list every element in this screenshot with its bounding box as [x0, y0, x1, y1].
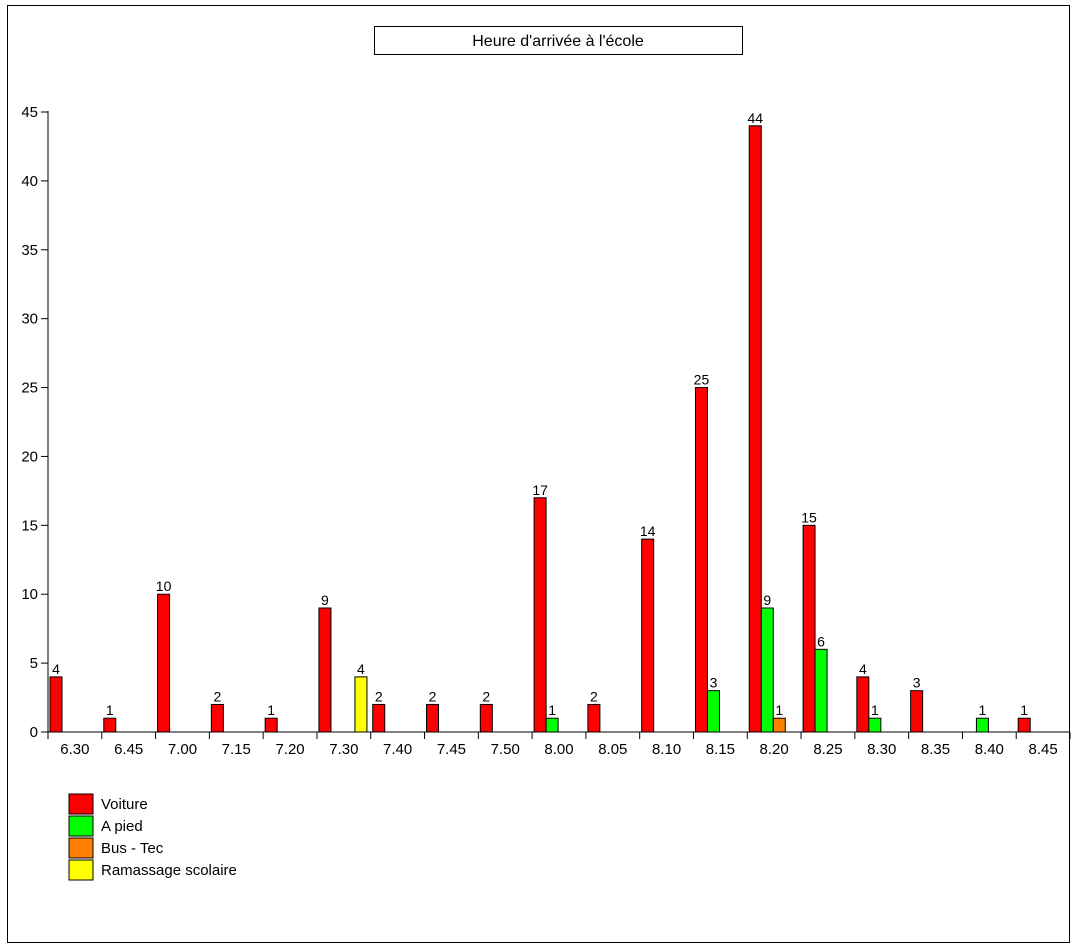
chart-title: Heure d'arrivée à l'école — [472, 33, 644, 50]
x-tick-label: 8.40 — [975, 741, 1004, 758]
data-label: 4 — [52, 661, 60, 677]
x-tick-label: 7.45 — [437, 741, 466, 758]
data-label: 1 — [106, 702, 114, 718]
x-tick-label: 8.05 — [598, 741, 627, 758]
x-tick-label: 8.45 — [1029, 741, 1058, 758]
bar-voiture-7-50 — [479, 703, 493, 733]
legend-label: Ramassage scolaire — [101, 862, 237, 879]
bar-a-pied-8-15 — [706, 690, 720, 733]
bar-a-pied-8-20 — [760, 607, 774, 733]
y-tick-label: 0 — [30, 724, 38, 741]
bar-voiture-6-30 — [49, 676, 63, 733]
legend-label: Voiture — [101, 796, 148, 813]
data-label: 1 — [979, 702, 987, 718]
data-label: 1 — [548, 702, 556, 718]
data-label: 2 — [375, 688, 383, 704]
data-label: 4 — [357, 661, 365, 677]
bar-voiture-7-20 — [264, 717, 278, 733]
y-tick-label: 45 — [21, 104, 38, 121]
legend: Voiture A pied Bus - Tec Ramassage scolaire — [68, 793, 237, 881]
x-tick-label: 7.30 — [329, 741, 358, 758]
bar-voiture-8-30 — [856, 676, 870, 733]
bar-bus-tec-8-20 — [772, 717, 786, 733]
x-tick-label: 8.15 — [706, 741, 735, 758]
bar-voiture-7-15 — [210, 703, 224, 733]
bar-voiture-7-00 — [157, 593, 171, 733]
title-box — [374, 26, 743, 55]
x-tick-label: 6.45 — [114, 741, 143, 758]
bar-voiture-8-20 — [748, 125, 762, 733]
y-axis: 0 5 10 15 20 25 30 35 40 45 — [21, 104, 49, 741]
x-tick-label: 6.30 — [60, 741, 89, 758]
legend-swatch — [68, 837, 94, 859]
y-tick-label: 10 — [21, 586, 38, 603]
data-label: 9 — [763, 592, 771, 608]
data-label: 2 — [213, 688, 221, 704]
x-tick-label: 8.35 — [921, 741, 950, 758]
data-label: 9 — [321, 592, 329, 608]
bar-a-pied-8-40 — [975, 717, 989, 733]
data-label: 25 — [694, 372, 710, 388]
legend-swatch — [68, 859, 94, 881]
data-label: 44 — [747, 110, 763, 126]
y-tick-label: 40 — [21, 173, 38, 190]
x-tick-label: 8.30 — [867, 741, 896, 758]
legend-label: A pied — [101, 818, 143, 835]
y-tick-label: 15 — [21, 517, 38, 534]
data-label: 14 — [640, 523, 656, 539]
x-tick-label: 7.50 — [491, 741, 520, 758]
x-tick-label: 8.10 — [652, 741, 681, 758]
bar-voiture-8-25 — [802, 524, 816, 733]
x-tick-label: 8.25 — [813, 741, 842, 758]
data-label: 2 — [590, 688, 598, 704]
x-tick-label: 8.00 — [544, 741, 573, 758]
data-label: 1 — [775, 702, 783, 718]
bar-voiture-8-35 — [910, 690, 924, 733]
data-label: 4 — [859, 661, 867, 677]
bar-voiture-8-00 — [533, 497, 547, 733]
bar-ramassage-scolaire-7-30 — [354, 676, 368, 733]
y-tick-label: 25 — [21, 380, 38, 397]
x-tick-label: 7.00 — [168, 741, 197, 758]
x-tick-label: 7.15 — [222, 741, 251, 758]
bar-voiture-7-30 — [318, 607, 332, 733]
bar-voiture-6-45 — [103, 717, 117, 733]
y-tick-label: 5 — [30, 655, 38, 672]
x-tick-label: 7.40 — [383, 741, 412, 758]
bar-a-pied-8-00 — [545, 717, 559, 733]
data-label: 6 — [817, 633, 825, 649]
bar-voiture-7-45 — [426, 703, 440, 733]
bar-voiture-8-10 — [641, 538, 655, 733]
data-label: 2 — [429, 688, 437, 704]
x-tick-label: 8.20 — [760, 741, 789, 758]
bar-voiture-7-40 — [372, 703, 386, 733]
x-tick-label: 7.20 — [275, 741, 304, 758]
bar-voiture-8-05 — [587, 703, 601, 733]
bar-a-pied-8-30 — [868, 717, 882, 733]
legend-swatch — [68, 815, 94, 837]
bar-a-pied-8-25 — [814, 648, 828, 733]
data-label: 3 — [913, 675, 921, 691]
y-tick-label: 35 — [21, 242, 38, 259]
data-label: 10 — [156, 578, 172, 594]
y-tick-label: 20 — [21, 448, 38, 465]
y-tick-label: 30 — [21, 311, 38, 328]
data-label: 1 — [871, 702, 879, 718]
data-label: 15 — [801, 509, 817, 525]
data-label: 3 — [710, 675, 718, 691]
data-label: 1 — [1020, 702, 1028, 718]
data-label: 1 — [267, 702, 275, 718]
data-label: 17 — [532, 482, 548, 498]
bar-voiture-8-15 — [694, 387, 708, 733]
bar-voiture-8-45 — [1017, 717, 1031, 733]
legend-label: Bus - Tec — [101, 840, 164, 857]
legend-swatch — [68, 793, 94, 815]
chart-frame — [7, 5, 1070, 943]
data-label: 2 — [482, 688, 490, 704]
